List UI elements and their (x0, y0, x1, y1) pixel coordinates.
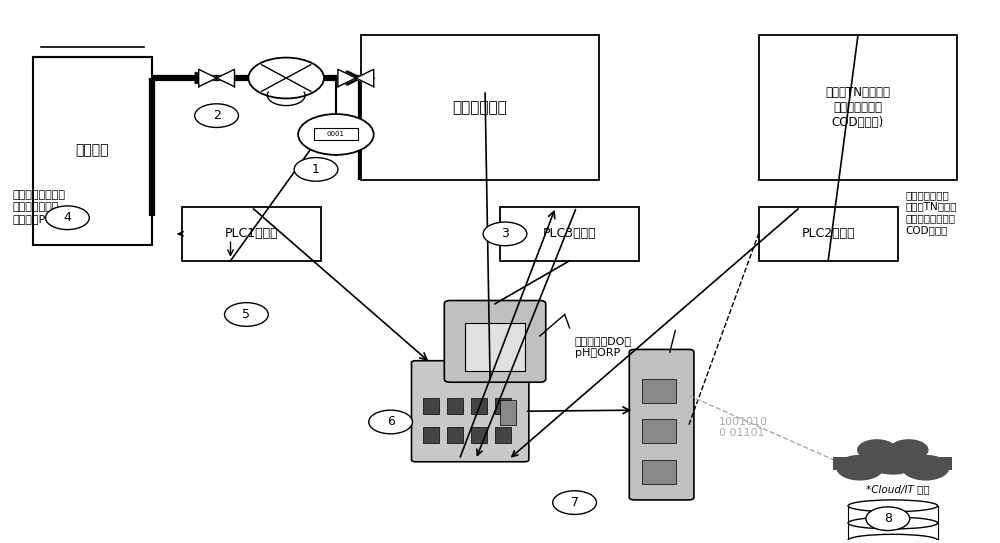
Bar (182, 207, 321, 261)
Circle shape (889, 439, 929, 460)
Circle shape (836, 455, 884, 481)
Text: PLC2控制器: PLC2控制器 (801, 228, 855, 241)
Bar (759, 35, 957, 180)
Bar (423, 427, 439, 444)
Polygon shape (199, 70, 217, 87)
Bar (471, 427, 487, 444)
Bar (465, 323, 525, 371)
Circle shape (866, 507, 910, 531)
Circle shape (553, 491, 596, 514)
Circle shape (483, 222, 527, 245)
Bar (423, 398, 439, 414)
FancyBboxPatch shape (444, 300, 546, 382)
Circle shape (902, 455, 949, 481)
Text: 5: 5 (242, 308, 250, 321)
Bar (447, 398, 463, 414)
Circle shape (225, 302, 268, 326)
Circle shape (248, 58, 324, 98)
Bar (33, 56, 152, 245)
Ellipse shape (848, 534, 938, 543)
Bar (642, 459, 676, 484)
Text: 采集缺氧区DO、
pH、ORP: 采集缺氧区DO、 pH、ORP (575, 336, 632, 357)
FancyBboxPatch shape (629, 350, 694, 500)
Text: PLC1控制器: PLC1控制器 (225, 228, 278, 241)
Text: 生化池缺氧区: 生化池缺氧区 (453, 100, 507, 115)
Text: 采集环保数采仪
进出水TN、进水
瞬时流量、氨氮、
COD等数据: 采集环保数采仪 进出水TN、进水 瞬时流量、氨氮、 COD等数据 (906, 190, 957, 235)
Bar (495, 398, 511, 414)
Text: *Cloud/IT 应用: *Cloud/IT 应用 (866, 484, 930, 494)
Bar (447, 427, 463, 444)
Text: 1: 1 (312, 163, 320, 176)
Circle shape (46, 206, 89, 230)
Text: 碳源储罐: 碳源储罐 (76, 143, 109, 157)
Polygon shape (356, 70, 374, 87)
Text: 8: 8 (884, 512, 892, 525)
Circle shape (865, 445, 921, 475)
Ellipse shape (848, 500, 938, 512)
Text: 0001: 0001 (327, 131, 345, 137)
Text: 4: 4 (63, 211, 71, 224)
Bar (833, 457, 952, 470)
Ellipse shape (848, 517, 938, 529)
Bar (471, 398, 487, 414)
Circle shape (294, 157, 338, 181)
Polygon shape (338, 70, 356, 87)
Bar (361, 35, 599, 180)
Bar (642, 379, 676, 403)
Bar (500, 207, 639, 261)
Text: 控制计量泵启停、
调节频率、根据
流量实现PID控制: 控制计量泵启停、 调节频率、根据 流量实现PID控制 (13, 191, 71, 224)
Bar (495, 427, 511, 444)
Circle shape (369, 410, 412, 434)
FancyBboxPatch shape (411, 361, 529, 462)
Polygon shape (217, 70, 234, 87)
Bar (500, 401, 516, 425)
Text: 进出水TN、进水瞬
时流量、氨氮、
COD等数据): 进出水TN、进水瞬 时流量、氨氮、 COD等数据) (826, 86, 891, 129)
Bar (759, 207, 898, 261)
Text: 6: 6 (387, 415, 395, 428)
Text: 3: 3 (501, 228, 509, 241)
Text: 2: 2 (213, 109, 221, 122)
Circle shape (857, 439, 897, 460)
Circle shape (298, 114, 374, 155)
Circle shape (195, 104, 238, 128)
Text: PLC3控制器: PLC3控制器 (543, 228, 596, 241)
Text: 7: 7 (571, 496, 579, 509)
Bar (642, 419, 676, 444)
Text: 1001010
0 01101: 1001010 0 01101 (719, 416, 768, 438)
Bar (314, 128, 358, 140)
